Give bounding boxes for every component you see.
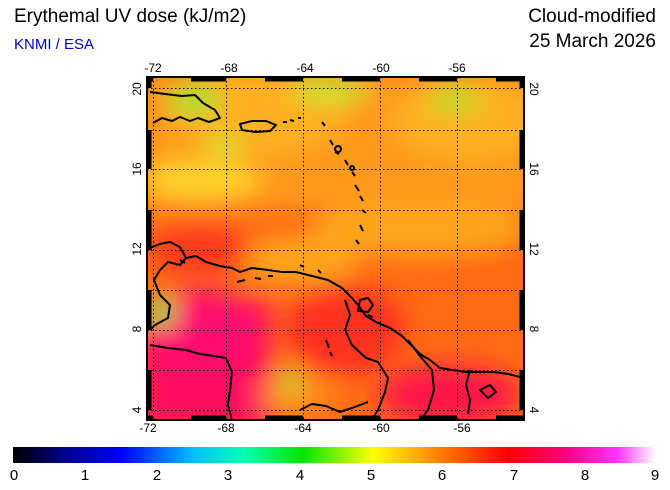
credit-label: KNMI / ESA bbox=[14, 36, 95, 53]
mode-label: Cloud-modified bbox=[528, 6, 656, 27]
colorbar-label: 7 bbox=[510, 467, 518, 484]
colorbar-label: 8 bbox=[581, 467, 589, 484]
uv-dose-field bbox=[147, 77, 524, 420]
lat-tick-left: 16 bbox=[130, 162, 144, 176]
colorbar: 0 1 2 3 4 5 6 7 8 9 bbox=[10, 447, 659, 484]
lat-tick-left: 4 bbox=[130, 406, 144, 413]
colorbar-label: 1 bbox=[81, 467, 89, 484]
lon-tick-top: -64 bbox=[296, 61, 314, 75]
chart-title: Erythemal UV dose (kJ/m2) bbox=[14, 6, 247, 27]
lon-tick-top: -56 bbox=[448, 61, 466, 75]
lat-tick-left: 8 bbox=[130, 325, 144, 332]
coastlines bbox=[149, 91, 524, 420]
lon-tick-bottom: -60 bbox=[372, 421, 390, 435]
lat-tick-right: 4 bbox=[527, 407, 541, 414]
lat-ticks-right: 20 16 12 8 4 bbox=[527, 82, 541, 413]
lon-tick-bottom: -64 bbox=[294, 421, 312, 435]
colorbar-gradient bbox=[13, 447, 656, 463]
lat-tick-right: 20 bbox=[527, 82, 541, 96]
lon-tick-top: -68 bbox=[220, 61, 238, 75]
lat-tick-right: 12 bbox=[527, 242, 541, 256]
lon-tick-bottom: -72 bbox=[139, 421, 157, 435]
colorbar-label: 4 bbox=[296, 467, 304, 484]
colorbar-label: 3 bbox=[224, 467, 232, 484]
lon-tick-top: -60 bbox=[372, 61, 390, 75]
colorbar-label: 9 bbox=[651, 467, 659, 484]
colorbar-label: 0 bbox=[10, 467, 18, 484]
lon-tick-bottom: -56 bbox=[453, 421, 471, 435]
map-frame bbox=[146, 76, 525, 421]
lon-ticks-bottom: -72 -68 -64 -60 -56 bbox=[139, 421, 471, 435]
lat-tick-left: 12 bbox=[130, 242, 144, 256]
lat-tick-right: 16 bbox=[527, 162, 541, 176]
date-label: 25 March 2026 bbox=[529, 31, 656, 52]
lat-tick-right: 8 bbox=[527, 326, 541, 333]
lon-tick-top: -72 bbox=[144, 61, 162, 75]
lon-ticks-top: -72 -68 -64 -60 -56 bbox=[144, 61, 466, 75]
lat-tick-left: 20 bbox=[130, 82, 144, 96]
colorbar-label: 2 bbox=[153, 467, 161, 484]
colorbar-label: 5 bbox=[367, 467, 375, 484]
graticule bbox=[147, 77, 524, 420]
lon-tick-bottom: -68 bbox=[217, 421, 235, 435]
lat-ticks-left: 20 16 12 8 4 bbox=[130, 82, 144, 413]
colorbar-label: 6 bbox=[438, 467, 446, 484]
